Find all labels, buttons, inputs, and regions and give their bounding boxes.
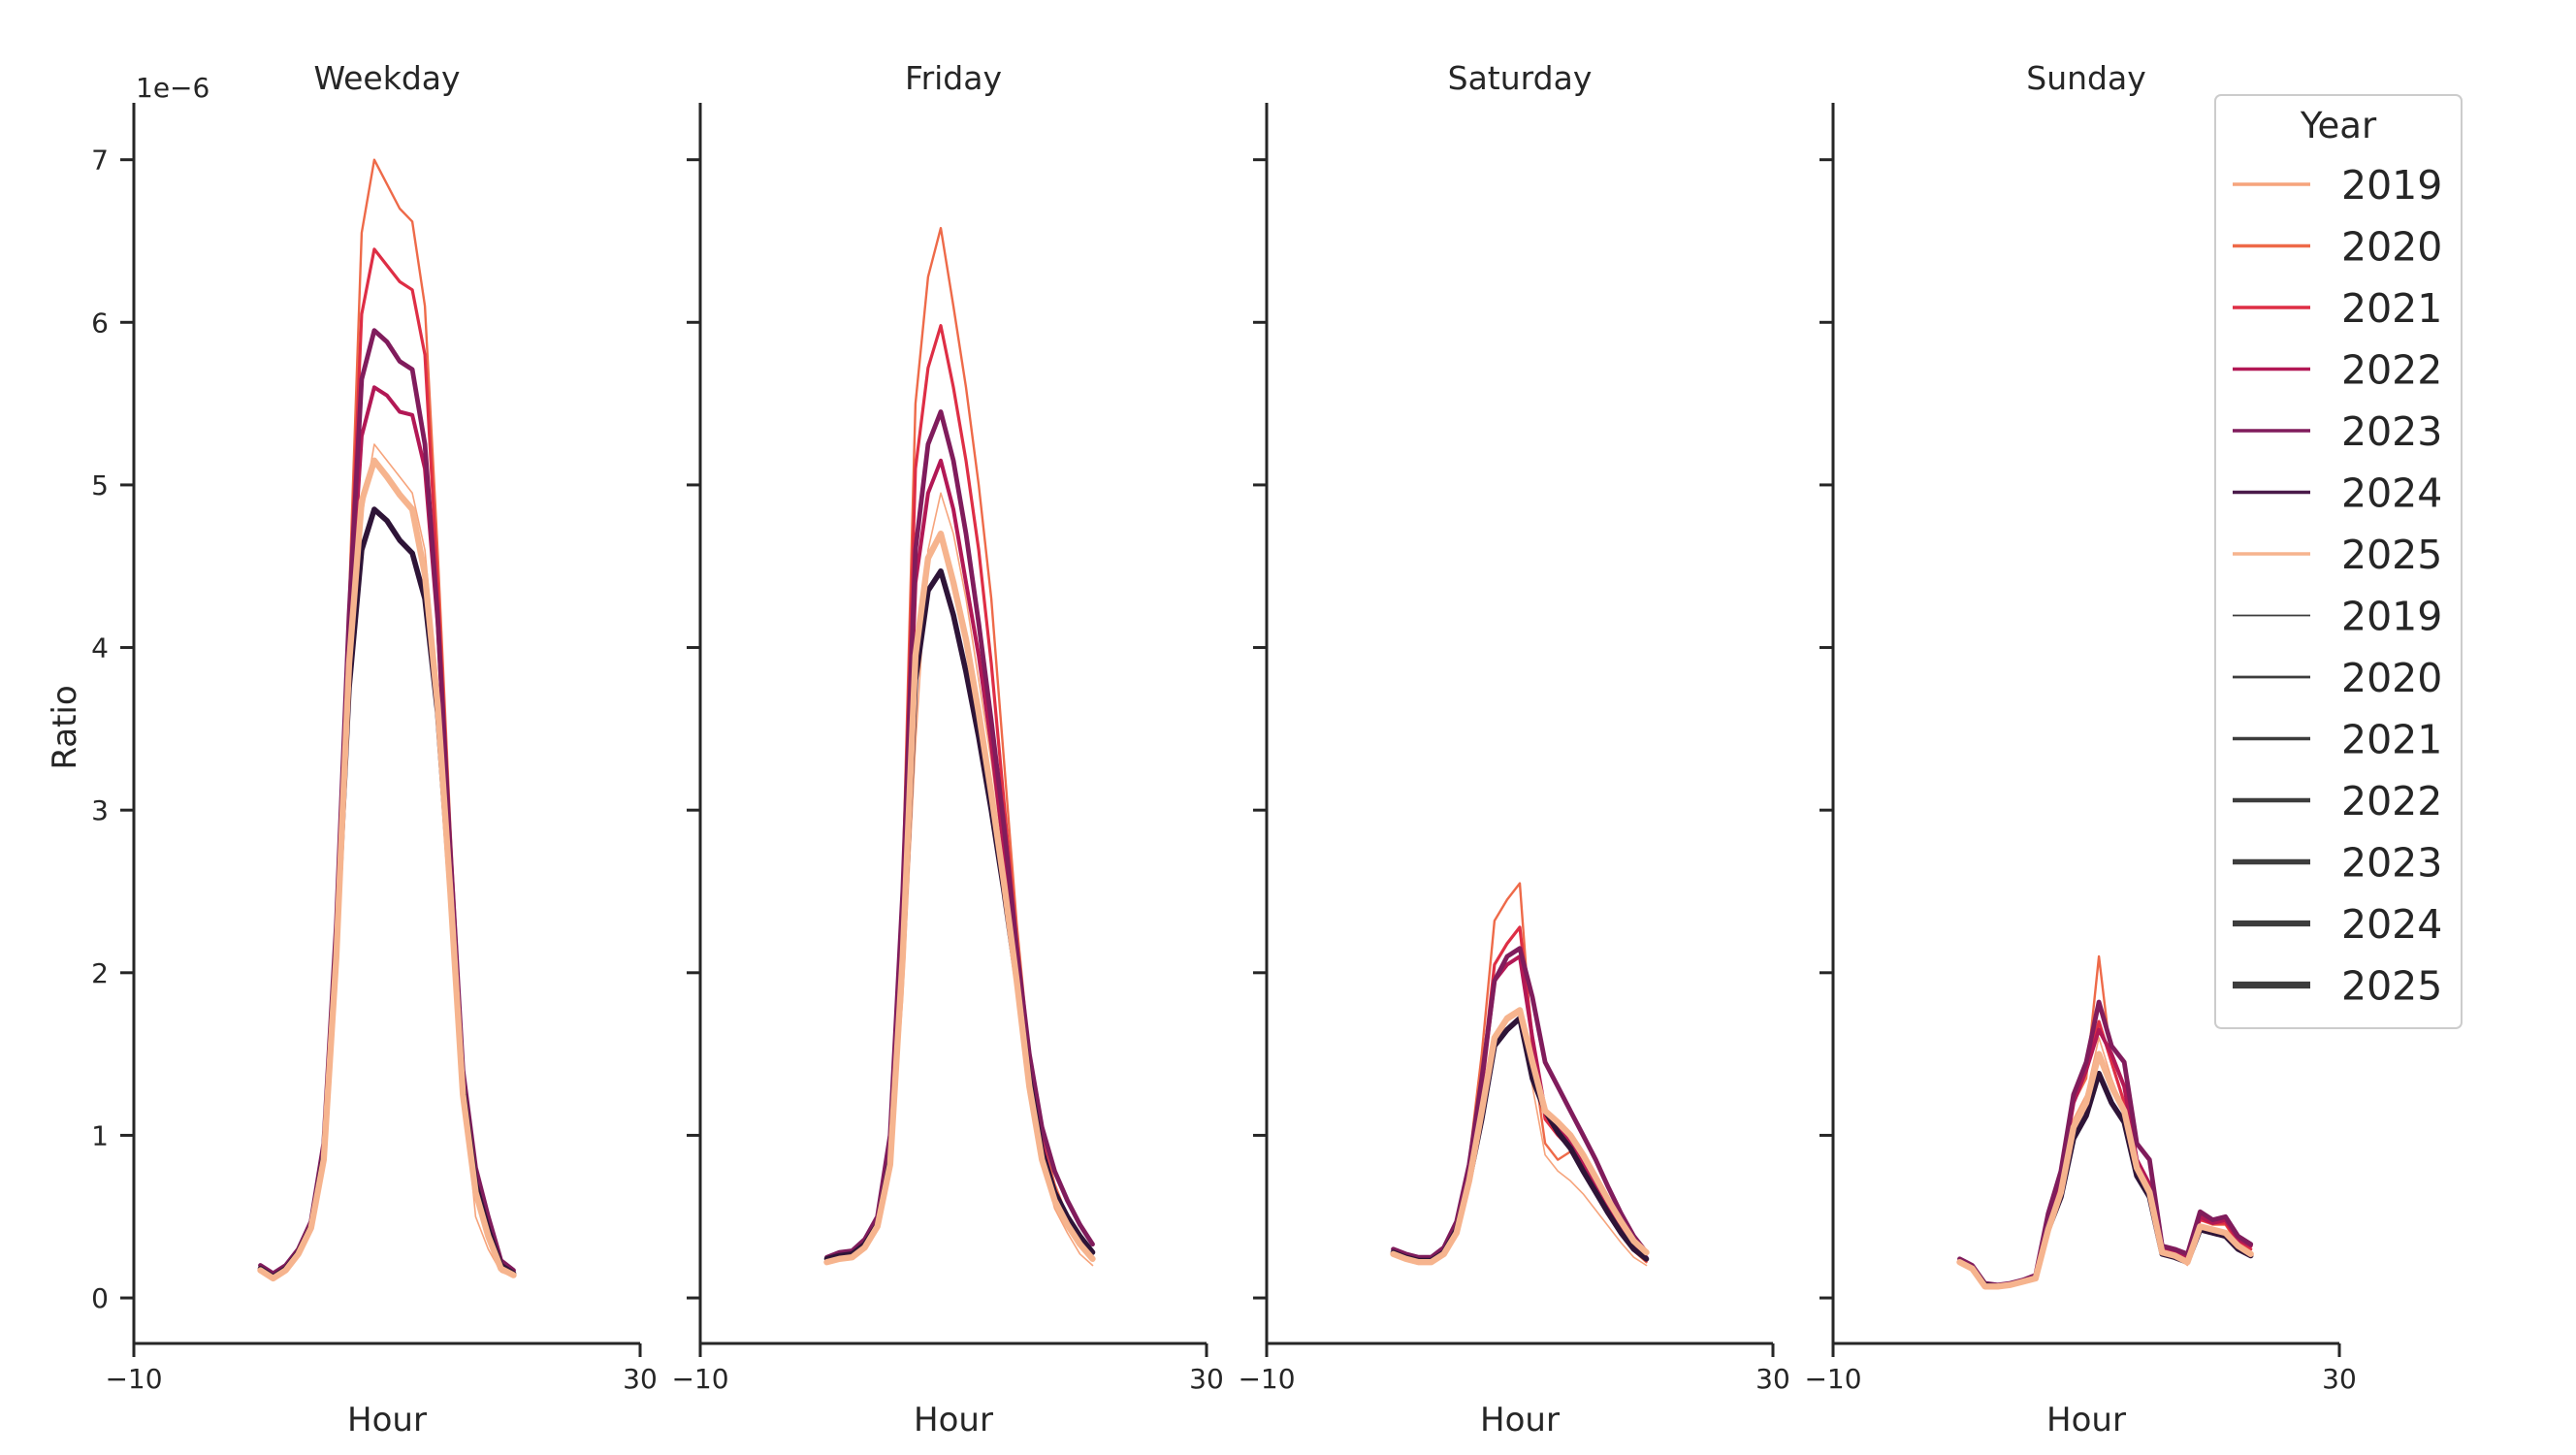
legend-item-2024[interactable]: 2024 [2233, 470, 2442, 517]
series-line-2020 [1958, 954, 2252, 1288]
x-tick-label: −10 [1238, 1363, 1295, 1395]
legend-item-2025[interactable]: 2025 [2233, 963, 2442, 1010]
y-tick-label: 5 [91, 469, 109, 501]
legend-item-2022[interactable]: 2022 [2233, 347, 2442, 394]
panel-title: Weekday [313, 59, 460, 97]
x-axis-label: Hour [914, 1401, 993, 1439]
y-axis-label: Ratio [46, 685, 84, 769]
series-line-2025 [1390, 1007, 1650, 1266]
x-tick-label: −10 [671, 1363, 728, 1395]
legend-item-2024[interactable]: 2024 [2233, 901, 2442, 948]
x-tick-label: 30 [1755, 1363, 1790, 1395]
series-line-2023 [1391, 946, 1649, 1260]
series-line-2025 [257, 457, 517, 1282]
panel-title: Friday [905, 59, 1002, 97]
panel-title: Sunday [2026, 59, 2145, 97]
series-line-2023 [824, 409, 1095, 1260]
legend-label: 2025 [2341, 963, 2442, 1010]
panel-weekday: Weekday 0 1 2 3 4 5 6 7 −10 30 Hour [91, 59, 658, 1439]
legend-item-2020[interactable]: 2020 [2233, 224, 2442, 271]
series-line-2021 [258, 247, 516, 1276]
series-line-2019 [1392, 1012, 1648, 1267]
legend-item-2022[interactable]: 2022 [2233, 778, 2442, 824]
x-axis-label: Hour [1480, 1401, 1560, 1439]
y-tick-label: 2 [91, 957, 109, 989]
series-line-2025 [1956, 1051, 2254, 1290]
legend-label: 2022 [2341, 347, 2442, 394]
legend-label: 2024 [2341, 901, 2442, 948]
series-line-2020 [825, 226, 1094, 1259]
y-tick-label: 6 [91, 307, 109, 339]
y-axis-offset-label: 1e−6 [136, 72, 209, 104]
legend-item-2019[interactable]: 2019 [2233, 162, 2442, 209]
legend-label: 2024 [2341, 470, 2442, 517]
series-line-2022 [824, 458, 1095, 1261]
series-line-2020 [259, 158, 515, 1276]
x-axis-label: Hour [347, 1401, 427, 1439]
series-line-2025 [823, 531, 1096, 1266]
legend-label: 2020 [2341, 224, 2442, 271]
panel-friday: Friday −10 30 Hour [671, 59, 1223, 1439]
legend-label: 2021 [2341, 285, 2442, 332]
legend-frame [2214, 94, 2463, 1029]
legend-label: 2025 [2341, 532, 2442, 578]
legend-label: 2019 [2341, 162, 2442, 209]
legend[interactable]: Year 2019 2020 2021 2022 2023 2024 2025 2019 2020… [2214, 94, 2463, 1029]
x-tick-label: −10 [105, 1363, 162, 1395]
series-line-2024 [1956, 1070, 2254, 1290]
legend-label: 2022 [2341, 778, 2442, 824]
legend-label: 2021 [2341, 717, 2442, 763]
legend-item-2021[interactable]: 2021 [2233, 717, 2442, 763]
legend-item-2020[interactable]: 2020 [2233, 655, 2442, 701]
y-tick-label: 4 [91, 632, 109, 664]
series-line-2024 [1390, 1015, 1650, 1264]
legend-item-2023[interactable]: 2023 [2233, 408, 2442, 455]
y-tick-label: 7 [91, 145, 109, 177]
legend-item-2023[interactable]: 2023 [2233, 840, 2442, 887]
legend-label: 2023 [2341, 408, 2442, 455]
legend-item-2025[interactable]: 2025 [2233, 532, 2442, 578]
legend-title: Year [2300, 105, 2377, 146]
x-tick-label: 30 [2322, 1363, 2357, 1395]
panel-sunday: Sunday −10 30 Hour [1804, 59, 2356, 1439]
legend-item-2019[interactable]: 2019 [2233, 594, 2442, 640]
series-line-2021 [1957, 1019, 2253, 1287]
x-axis-label: Hour [2046, 1401, 2126, 1439]
legend-item-2021[interactable]: 2021 [2233, 285, 2442, 332]
panel-saturday: Saturday −10 30 Hour [1238, 59, 1789, 1439]
y-tick-label: 1 [91, 1119, 109, 1151]
y-tick-label: 0 [91, 1282, 109, 1314]
x-tick-label: 30 [1189, 1363, 1224, 1395]
series-line-2021 [824, 324, 1095, 1261]
panel-title: Saturday [1448, 59, 1593, 97]
series-line-2024 [823, 568, 1096, 1262]
x-tick-label: −10 [1804, 1363, 1861, 1395]
y-tick-label: 3 [91, 794, 109, 826]
legend-label: 2023 [2341, 840, 2442, 887]
legend-label: 2020 [2341, 655, 2442, 701]
x-tick-label: 30 [623, 1363, 658, 1395]
legend-label: 2019 [2341, 594, 2442, 640]
